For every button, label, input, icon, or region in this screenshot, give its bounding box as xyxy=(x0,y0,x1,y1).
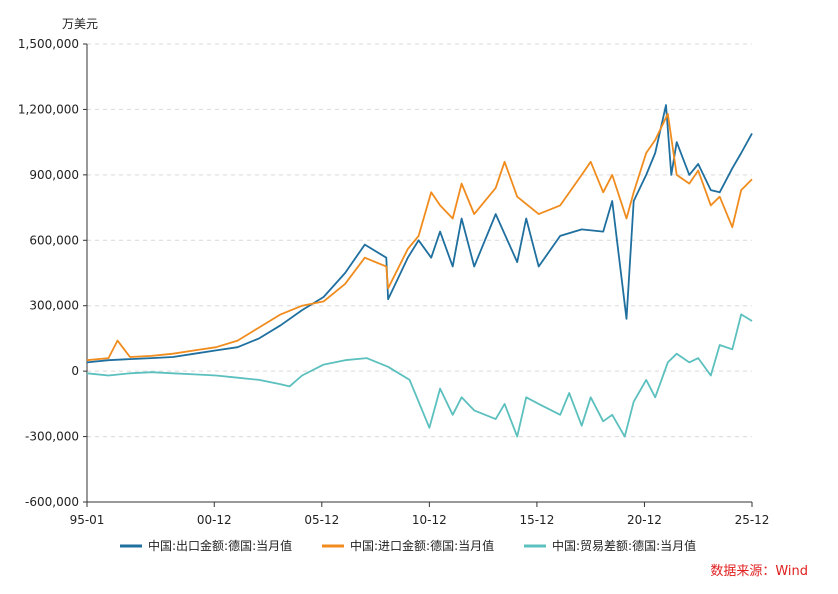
legend-label: 中国:进口金额:德国:当月值 xyxy=(350,538,494,553)
y-tick-label: 300,000 xyxy=(29,299,79,313)
y-unit-label: 万美元 xyxy=(62,17,98,31)
axes xyxy=(86,44,752,503)
series-lines xyxy=(86,104,753,438)
y-tick-label: -300,000 xyxy=(25,430,79,444)
x-tick-label: 15-12 xyxy=(519,513,554,527)
x-tick-label: 25-12 xyxy=(735,513,770,527)
source-label: 数据来源：Wind xyxy=(710,564,808,579)
x-tick-label: 10-12 xyxy=(412,513,447,527)
series-line-3 xyxy=(86,313,753,438)
y-tick-label: 1,200,000 xyxy=(18,102,79,116)
y-tick-labels: -600,000 -300,000 0 300,000 600,000 900,000 1,… xyxy=(18,37,87,509)
legend-label: 中国:出口金额:德国:当月值 xyxy=(148,538,292,553)
y-tick-label: 600,000 xyxy=(29,233,79,247)
gridlines xyxy=(87,43,752,438)
series-line-2 xyxy=(86,112,753,362)
x-tick-labels: 95-01 00-12 05-12 10-12 15-12 20-12 25-12 xyxy=(70,502,770,527)
y-tick-label: -600,000 xyxy=(25,495,79,509)
legend: 中国:出口金额:德国:当月值 中国:进口金额:德国:当月值 中国:贸易差额:德国:当… xyxy=(120,538,696,553)
legend-label: 中国:贸易差额:德国:当月值 xyxy=(552,538,696,553)
y-tick-label: 1,500,000 xyxy=(18,37,79,51)
y-tick-label: 900,000 xyxy=(29,168,79,182)
x-tick-label: 00-12 xyxy=(197,513,232,527)
x-tick-label: 95-01 xyxy=(70,513,105,527)
x-tick-label: 20-12 xyxy=(627,513,662,527)
y-tick-label: 0 xyxy=(71,364,79,378)
x-tick-label: 05-12 xyxy=(304,513,339,527)
series-line-1 xyxy=(86,104,753,364)
